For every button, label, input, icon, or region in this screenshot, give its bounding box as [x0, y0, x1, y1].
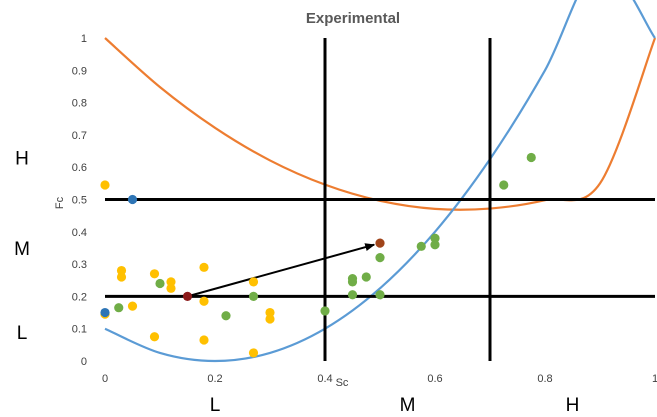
data-point [430, 233, 440, 243]
data-point [199, 335, 209, 345]
x-axis-label: Sc [336, 377, 349, 389]
data-point [166, 277, 176, 287]
data-point [149, 269, 160, 279]
upper-curve [104, 37, 657, 211]
x-tick-label: 0.8 [537, 373, 552, 385]
y-tick-label: 0 [81, 356, 87, 368]
curves-layer [104, 0, 657, 363]
y-tick-label: 0.6 [72, 162, 87, 174]
data-point [265, 314, 275, 324]
y-axis-label: Fc [54, 196, 66, 209]
data-point [114, 303, 124, 313]
y-tick-label: 0.8 [72, 98, 87, 110]
transition-arrow [187, 243, 376, 298]
y-band-label: M [14, 239, 30, 260]
y-tick-label: 0.2 [72, 291, 87, 303]
y-band-label: L [17, 323, 28, 344]
x-tick-label: 0.2 [207, 373, 222, 385]
band-labels: H M L L M H [14, 149, 579, 416]
data-point [361, 272, 371, 282]
lower-curve [104, 0, 656, 363]
data-point [116, 272, 127, 282]
data-point [416, 241, 426, 251]
x-tick-label: 0 [102, 373, 108, 385]
data-point [182, 291, 193, 301]
y-tick-label: 0.1 [72, 324, 87, 336]
y-tick-label: 1 [81, 33, 87, 45]
data-point [430, 240, 440, 250]
data-point [248, 348, 259, 358]
x-tick-label: 0.4 [317, 373, 332, 385]
data-point [526, 152, 536, 163]
data-point [100, 307, 110, 318]
x-band-label: H [566, 395, 580, 416]
x-band-label: L [210, 395, 221, 416]
data-point [166, 283, 176, 293]
data-point [248, 277, 259, 287]
y-tick-labels: 0 0.1 0.2 0.3 0.4 0.5 0.6 0.7 0.8 0.9 1 [72, 33, 87, 368]
arrow-layer [187, 243, 376, 298]
data-point [221, 311, 231, 321]
y-tick-label: 0.9 [72, 65, 87, 77]
data-point [375, 238, 385, 248]
chart-title: Experimental [306, 10, 400, 27]
data-point [347, 277, 358, 287]
data-point [116, 265, 127, 276]
data-point [127, 194, 138, 205]
y-band-label: H [15, 149, 29, 170]
y-tick-label: 0.7 [72, 130, 87, 142]
data-point [347, 290, 358, 300]
threshold-layer [105, 38, 655, 361]
x-band-label: M [400, 395, 416, 416]
y-tick-label: 0.4 [72, 227, 87, 239]
x-tick-label: 1 [652, 373, 657, 385]
points-layer [100, 152, 536, 358]
data-point [155, 278, 165, 289]
data-point [248, 291, 259, 301]
y-tick-label: 0.5 [72, 195, 87, 207]
data-point [375, 290, 385, 300]
data-point [127, 301, 138, 311]
data-point [199, 296, 209, 306]
x-tick-labels: 0 0.2 0.4 0.6 0.8 1 [102, 373, 657, 385]
data-point [149, 332, 160, 342]
x-tick-label: 0.6 [427, 373, 442, 385]
data-point [265, 307, 275, 318]
data-point [320, 306, 330, 316]
data-point [199, 262, 209, 272]
y-tick-label: 0.3 [72, 259, 87, 271]
data-point [100, 180, 110, 190]
data-point [375, 253, 385, 263]
data-point [499, 180, 509, 190]
